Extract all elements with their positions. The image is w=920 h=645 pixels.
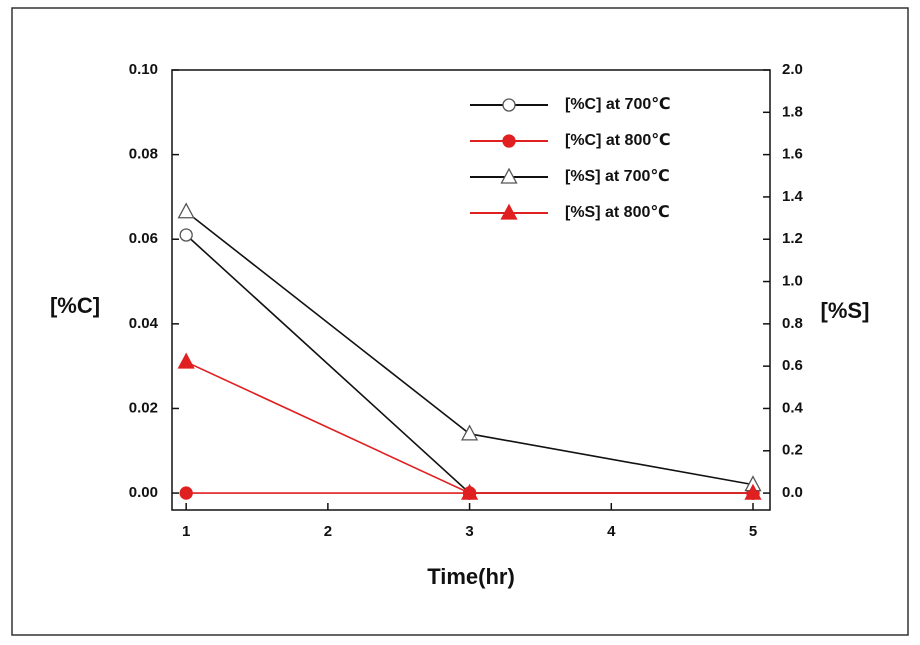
legend-label: [%S] at 800℃ xyxy=(565,204,670,221)
y-tick-label: 0.04 xyxy=(129,315,159,332)
x-tick-label: 1 xyxy=(182,523,190,540)
marker xyxy=(179,228,193,242)
y-tick-label: 0.10 xyxy=(129,61,158,78)
marker xyxy=(179,486,193,500)
x-tick-label: 3 xyxy=(465,523,473,540)
x-tick-label: 2 xyxy=(324,523,332,540)
marker xyxy=(177,352,195,369)
y2-tick-label: 0.6 xyxy=(782,357,803,374)
y2-tick-label: 0.4 xyxy=(782,399,804,416)
marker xyxy=(460,483,479,500)
plot-area xyxy=(171,69,771,511)
legend-label: [%C] at 800℃ xyxy=(565,132,671,149)
x-axis-title: Time(hr) xyxy=(427,564,515,589)
y2-tick-label: 1.0 xyxy=(782,273,803,290)
y2-tick-label: 1.4 xyxy=(782,188,804,205)
marker xyxy=(460,424,479,441)
x-tick-label: 4 xyxy=(607,523,616,540)
y2-axis-title: [%S] xyxy=(821,298,870,323)
y-tick-label: 0.06 xyxy=(129,230,158,247)
legend-marker xyxy=(502,98,516,112)
x-tick-label: 5 xyxy=(749,523,757,540)
legend-marker xyxy=(502,134,516,148)
legend-marker xyxy=(500,203,518,220)
y2-tick-label: 1.6 xyxy=(782,146,803,163)
frame xyxy=(11,7,909,636)
y2-tick-label: 1.2 xyxy=(782,230,803,247)
y2-tick-label: 2.0 xyxy=(782,61,803,78)
legend-label: [%C] at 700℃ xyxy=(565,96,671,113)
series-line xyxy=(185,234,753,494)
y-tick-label: 0.00 xyxy=(129,484,158,501)
y2-tick-label: 0.8 xyxy=(782,315,803,332)
legend-label: [%S] at 700℃ xyxy=(565,168,670,185)
y2-tick-label: 0.0 xyxy=(782,484,803,501)
y-tick-label: 0.02 xyxy=(129,399,158,416)
series-line xyxy=(185,211,754,486)
marker xyxy=(177,202,195,219)
y2-tick-label: 1.8 xyxy=(782,103,803,120)
y2-tick-label: 0.2 xyxy=(782,442,803,459)
y-tick-label: 0.08 xyxy=(129,146,158,163)
marker xyxy=(744,483,762,500)
legend-marker xyxy=(500,167,518,184)
y-axis-title: [%C] xyxy=(50,293,100,318)
